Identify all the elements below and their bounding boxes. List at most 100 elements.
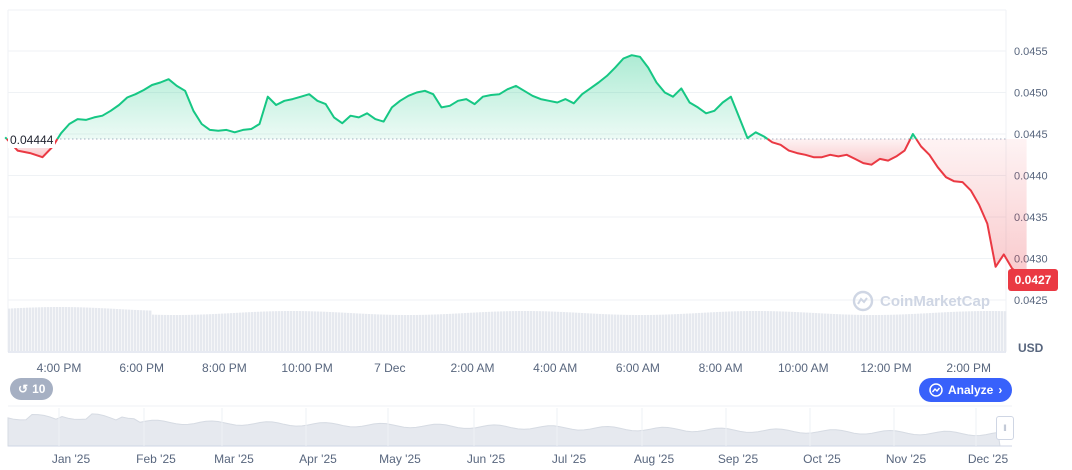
- price-line-down[interactable]: [767, 138, 912, 166]
- x-tick-label: 4:00 PM: [37, 361, 82, 375]
- volume-bar: [1001, 311, 1004, 351]
- volume-bar: [323, 311, 326, 351]
- volume-bar: [941, 312, 944, 351]
- volume-bar: [254, 311, 257, 351]
- price-line-up[interactable]: [56, 54, 769, 140]
- volume-bar: [866, 314, 869, 351]
- volume-bar: [521, 311, 524, 351]
- volume-bar: [458, 313, 461, 351]
- volume-bar: [530, 311, 533, 351]
- volume-bar: [938, 312, 941, 351]
- volume-bar: [350, 313, 353, 351]
- volume-bar: [38, 307, 41, 351]
- price-area-below: [916, 138, 1027, 284]
- volume-bar: [263, 311, 266, 351]
- navigator-month-label: Apr '25: [299, 452, 337, 466]
- volume-bar: [776, 311, 779, 351]
- volume-bar: [707, 312, 710, 351]
- volume-bar: [398, 314, 401, 351]
- volume-bar: [485, 311, 488, 351]
- volume-bar: [329, 311, 332, 351]
- volume-bar: [989, 311, 992, 351]
- reference-price-label: 0.04444: [8, 132, 56, 148]
- analyze-button-label: Analyze: [948, 383, 994, 397]
- volume-bar: [464, 313, 467, 351]
- volume-bar: [437, 314, 440, 351]
- volume-bar: [173, 314, 176, 351]
- volume-bar: [872, 314, 875, 351]
- volume-bar: [848, 314, 851, 351]
- volume-bar: [233, 312, 236, 351]
- volume-bar: [338, 312, 341, 351]
- volume-bar: [746, 311, 749, 351]
- volume-bar: [215, 313, 218, 351]
- price-line-down[interactable]: [915, 138, 1028, 284]
- volume-bar: [281, 311, 284, 351]
- volume-bar: [743, 311, 746, 351]
- volume-bar: [446, 313, 449, 351]
- volume-bar: [539, 311, 542, 351]
- volume-bar: [203, 314, 206, 351]
- volume-bar: [161, 314, 164, 351]
- volume-bar: [782, 311, 785, 351]
- x-tick-label: 8:00 AM: [699, 361, 743, 375]
- volume-bar: [257, 311, 260, 351]
- volume-bar: [143, 310, 146, 351]
- volume-bar: [710, 312, 713, 351]
- volume-bar: [923, 313, 926, 351]
- volume-bar: [824, 313, 827, 351]
- volume-bar: [89, 307, 92, 351]
- volume-bar: [176, 314, 179, 351]
- y-tick-label: 0.0425: [1014, 295, 1048, 307]
- volume-bar: [920, 313, 923, 351]
- analyze-button[interactable]: Analyze ›: [919, 378, 1013, 402]
- volume-bar: [878, 314, 881, 351]
- volume-bar: [854, 314, 857, 351]
- volume-bar: [605, 314, 608, 351]
- volume-bar: [158, 314, 161, 351]
- volume-bar: [830, 313, 833, 351]
- navigator-month-label: Mar '25: [214, 452, 254, 466]
- volume-bar: [305, 311, 308, 351]
- volume-bar: [974, 311, 977, 351]
- volume-bar: [470, 312, 473, 351]
- volume-bar: [344, 312, 347, 351]
- volume-bar: [665, 314, 668, 351]
- volume-bar: [635, 314, 638, 351]
- volume-bar: [731, 311, 734, 351]
- volume-bar: [950, 311, 953, 351]
- price-line-up[interactable]: [909, 133, 918, 140]
- volume-bar: [296, 311, 299, 351]
- volume-bar: [887, 314, 890, 351]
- history-badge[interactable]: ↺ 10: [10, 378, 54, 400]
- x-tick-label: 4:00 AM: [533, 361, 577, 375]
- volume-bar: [755, 311, 758, 351]
- volume-bar: [269, 311, 272, 351]
- volume-bar: [506, 311, 509, 351]
- volume-bar: [500, 311, 503, 351]
- volume-bar: [44, 307, 47, 351]
- volume-bar: [764, 311, 767, 351]
- volume-bar: [440, 314, 443, 351]
- navigator-scroll-handle[interactable]: ‖: [996, 416, 1014, 440]
- volume-bar: [503, 311, 506, 351]
- volume-bar: [29, 307, 32, 351]
- volume-bar: [449, 313, 452, 351]
- volume-bar: [197, 314, 200, 351]
- price-line-up[interactable]: [4, 136, 8, 140]
- volume-bar: [146, 310, 149, 351]
- volume-bar: [518, 311, 521, 351]
- volume-bar: [590, 313, 593, 351]
- volume-bar: [794, 311, 797, 351]
- volume-bar: [1004, 311, 1007, 351]
- volume-bar: [482, 312, 485, 351]
- volume-bar: [674, 314, 677, 351]
- volume-bar: [932, 312, 935, 351]
- volume-bar: [842, 314, 845, 351]
- volume-bar: [68, 307, 71, 351]
- volume-bar: [992, 311, 995, 351]
- volume-bar: [977, 311, 980, 351]
- volume-bar: [260, 311, 263, 351]
- volume-bar: [806, 312, 809, 351]
